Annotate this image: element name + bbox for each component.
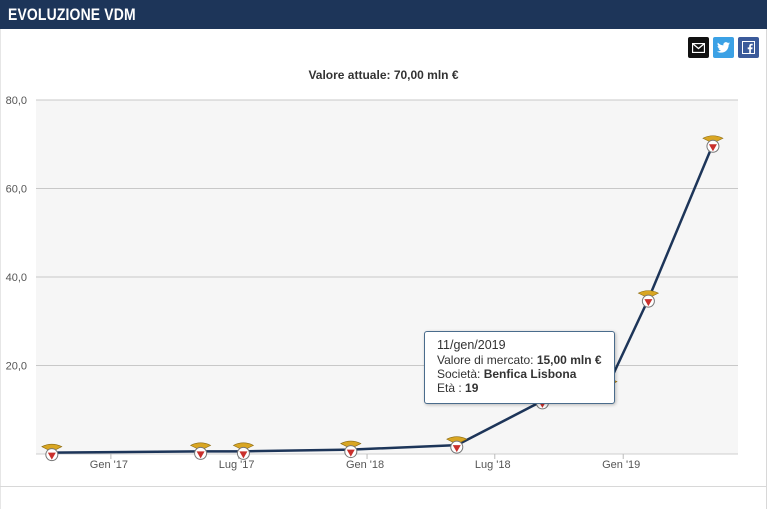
data-point (637, 290, 660, 308)
tooltip-value: 15,00 mln € (536, 353, 602, 367)
x-tick-label: Lug '18 (475, 459, 511, 471)
section-title: EVOLUZIONE VDM (8, 5, 136, 24)
x-tick-label: Gen '19 (602, 459, 640, 471)
y-tick-label: 60,0 (6, 184, 27, 196)
y-tick-label: 20,0 (6, 361, 27, 373)
data-point (232, 442, 255, 460)
tooltip-club-label: Società: (437, 367, 484, 381)
x-tick-label: Gen '18 (346, 459, 384, 471)
data-point (702, 135, 724, 153)
data-point (189, 442, 212, 460)
tooltip-value-row: Valore di mercato: 15,00 mln € (437, 353, 614, 367)
data-point (340, 440, 362, 459)
envelope-icon[interactable] (688, 37, 709, 58)
x-tick-label: Lug '17 (219, 459, 255, 471)
tooltip-club-row: Società: Benfica Lisbona (437, 367, 614, 381)
section-header: EVOLUZIONE VDM (0, 0, 767, 29)
tooltip-age-row: Età : 19 (437, 381, 614, 395)
divider (0, 486, 767, 487)
tooltip-age: 19 (465, 381, 479, 395)
y-tick-label: 80,0 (6, 95, 27, 107)
facebook-icon[interactable] (738, 37, 759, 58)
tooltip-age-label: Età : (437, 381, 466, 395)
data-point (41, 443, 63, 462)
tooltip-club: Benfica Lisbona (483, 367, 577, 381)
twitter-icon[interactable] (713, 37, 734, 58)
data-tooltip: 11/gen/2019 Valore di mercato: 15,00 mln… (424, 331, 615, 404)
data-point (446, 436, 468, 454)
chart-title: Valore attuale: 70,00 mln € (308, 68, 459, 82)
tooltip-date: 11/gen/2019 (437, 338, 506, 352)
y-tick-label: 40,0 (6, 272, 27, 284)
x-tick-label: Gen '17 (90, 459, 128, 471)
tooltip-value-label: Valore di mercato: (437, 353, 537, 367)
